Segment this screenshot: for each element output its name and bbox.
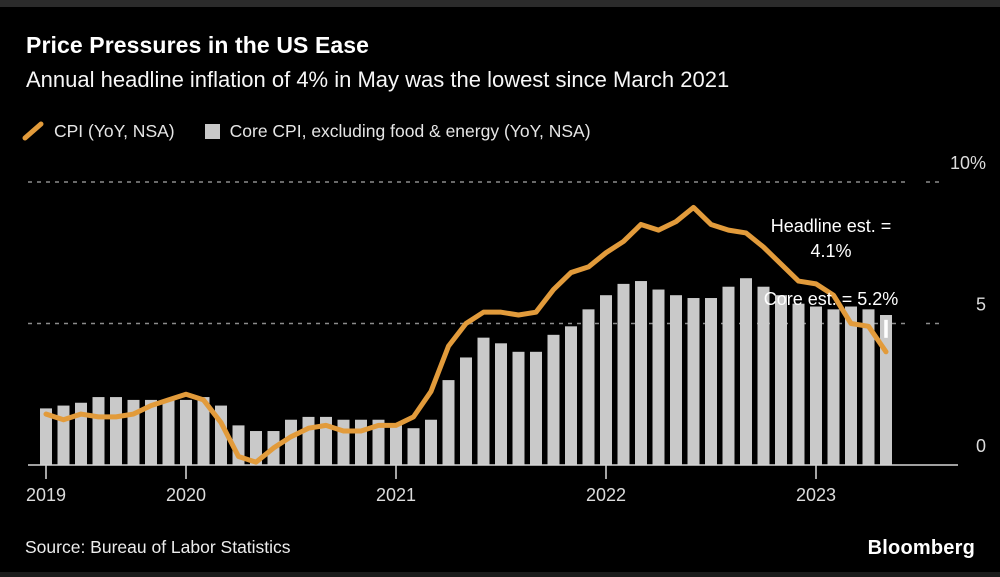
svg-text:5: 5 [976,295,986,315]
headline-estimate-annotation: Headline est. = 4.1% [770,216,892,262]
top-edge-strip [0,0,1000,7]
svg-text:2021: 2021 [376,485,416,505]
svg-text:2022: 2022 [586,485,626,505]
cpi-line-swatch-icon [22,120,44,142]
core-estimate-annotation: Core est. = 5.2% [763,289,899,309]
bottom-edge-strip [0,572,1000,577]
svg-text:2023: 2023 [796,485,836,505]
svg-text:10%: 10% [950,153,986,173]
chart-legend: CPI (YoY, NSA) Core CPI, excluding food … [22,120,591,142]
legend-item-core-cpi: Core CPI, excluding food & energy (YoY, … [204,120,591,142]
core-cpi-square-swatch-icon [204,123,220,139]
legend-item-cpi: CPI (YoY, NSA) [22,120,175,142]
legend-label-core-cpi: Core CPI, excluding food & energy (YoY, … [229,120,591,141]
svg-text:0: 0 [976,436,986,456]
page-title: Price Pressures in the US Ease [26,32,370,58]
page-subtitle: Annual headline inflation of 4% in May w… [26,67,730,92]
source-attribution: Source: Bureau of Labor Statistics [25,537,291,557]
legend-label-cpi: CPI (YoY, NSA) [54,120,175,141]
bloomberg-logo: Bloomberg [867,537,975,559]
svg-text:2020: 2020 [166,485,206,505]
svg-text:2019: 2019 [26,485,66,505]
